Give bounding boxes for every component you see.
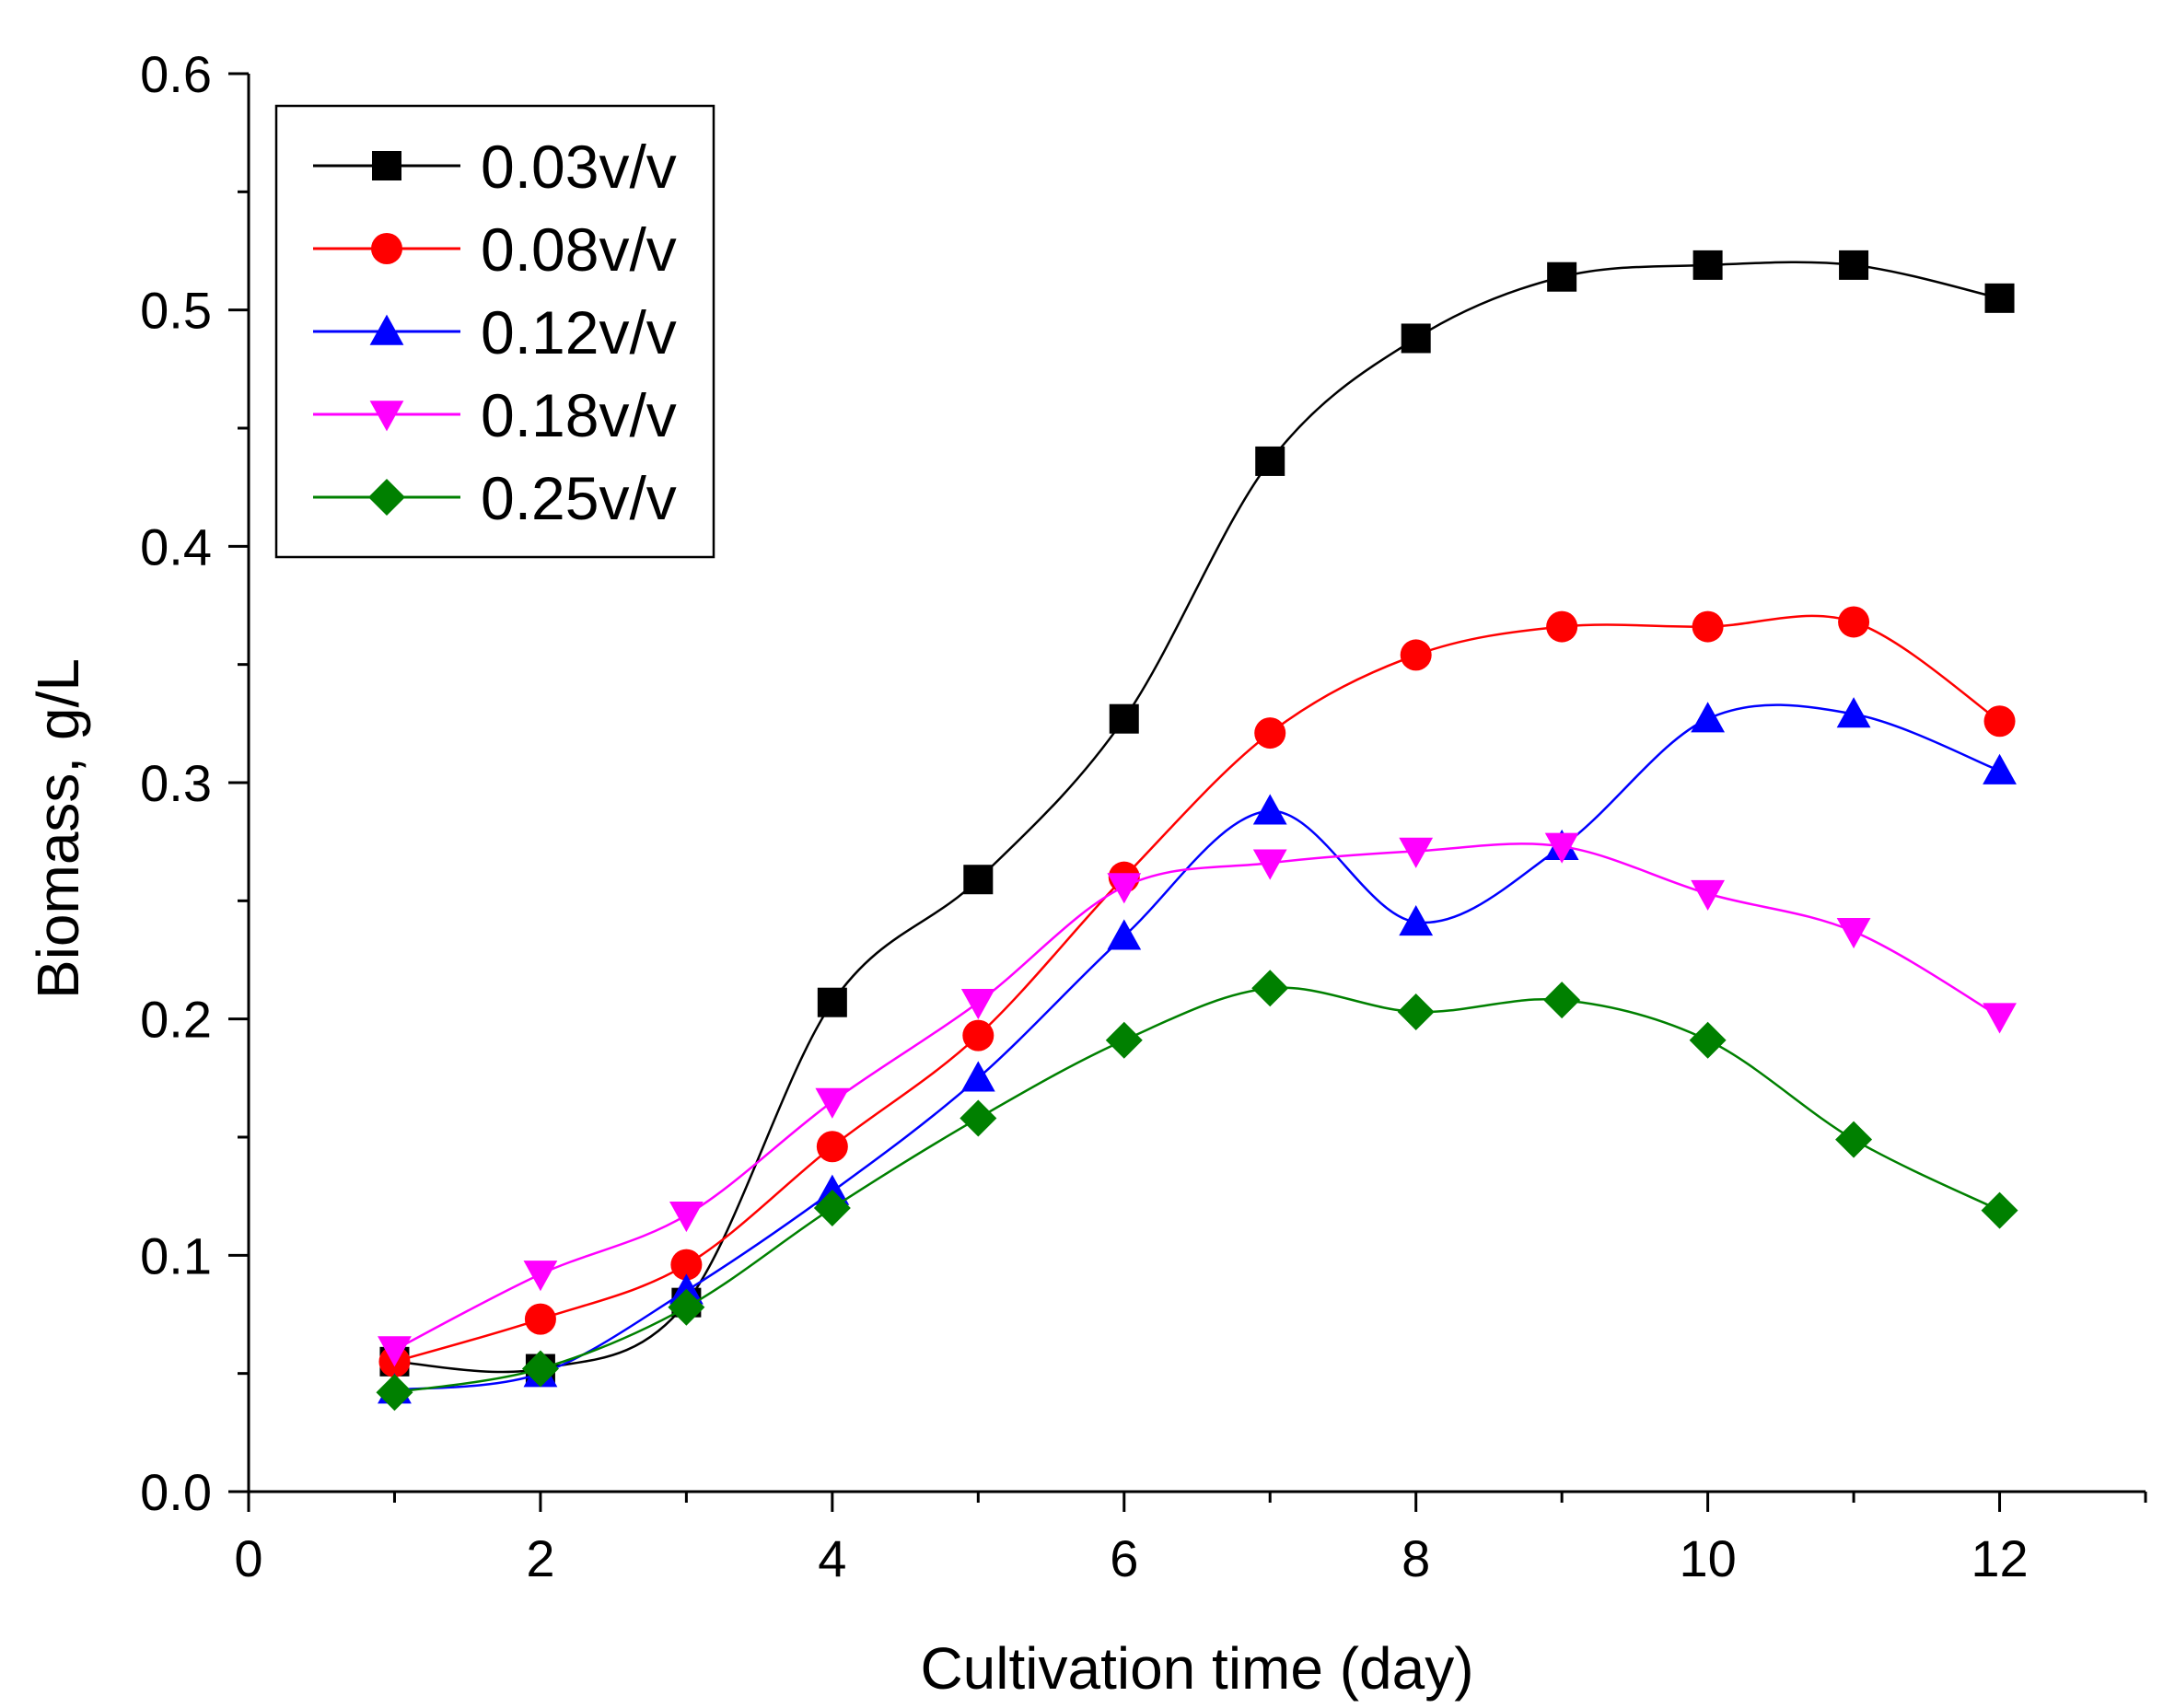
data-point — [1399, 837, 1434, 868]
data-point — [1983, 1003, 2017, 1034]
data-point — [1689, 1021, 1727, 1059]
data-point — [1984, 283, 2015, 313]
data-point — [1107, 873, 1142, 904]
data-point — [813, 1190, 851, 1226]
data-point — [1838, 606, 1870, 638]
legend-marker — [369, 314, 404, 345]
data-point — [1401, 323, 1431, 354]
data-point — [378, 1336, 412, 1367]
y-tick-label: 0.6 — [140, 45, 212, 103]
data-point — [1255, 446, 1285, 476]
legend: 0.03v/v 0.08v/v 0.12v/v 0.18v/v 0.25v/v — [274, 104, 715, 559]
legend-label: 0.03v/v — [481, 133, 677, 201]
data-point — [1546, 610, 1578, 643]
legend-item: 0.08v/v — [313, 215, 677, 284]
x-tick-label: 0 — [234, 1529, 262, 1587]
data-point — [960, 1099, 997, 1137]
data-point — [1544, 832, 1579, 864]
series-0.08v/v — [378, 606, 2016, 1377]
series-line — [393, 842, 2001, 1352]
data-point — [1547, 261, 1577, 292]
legend-marker — [369, 401, 404, 432]
data-point — [1839, 250, 1869, 280]
legend-label: 0.25v/v — [481, 464, 677, 532]
data-point — [668, 1288, 705, 1326]
data-point — [816, 1131, 848, 1163]
data-point — [521, 1350, 559, 1388]
y-tick-label: 0.4 — [140, 517, 212, 575]
data-point — [1251, 970, 1289, 1007]
data-point — [1397, 993, 1435, 1030]
data-point — [1692, 250, 1723, 280]
data-point — [1691, 879, 1726, 912]
legend-label: 0.18v/v — [481, 381, 677, 449]
legend-label: 0.08v/v — [481, 215, 677, 284]
series-0.18v/v — [378, 832, 2017, 1367]
y-tick-label: 0.1 — [140, 1226, 212, 1284]
legend-marker — [371, 233, 402, 264]
legend-item: 0.18v/v — [313, 381, 677, 449]
data-point — [962, 1019, 994, 1052]
data-point — [523, 1261, 558, 1292]
data-point — [1107, 919, 1142, 950]
legend-marker — [368, 479, 405, 516]
series-line — [394, 703, 2000, 1391]
data-point — [960, 988, 995, 1020]
data-point — [1400, 639, 1432, 671]
data-point — [1254, 717, 1286, 749]
data-point — [1836, 917, 1871, 949]
data-point — [1692, 610, 1724, 643]
y-tick-label: 0.0 — [140, 1463, 212, 1521]
data-point — [1691, 702, 1726, 733]
y-axis-title: Biomass, g/L — [25, 658, 91, 999]
legend-marker — [372, 151, 401, 180]
x-axis-title: Cultivation time (day) — [920, 1635, 1473, 1702]
data-point — [1983, 753, 2017, 784]
data-point — [1836, 697, 1871, 728]
data-point — [1983, 705, 2016, 738]
data-point — [817, 987, 847, 1017]
data-point — [376, 1374, 413, 1412]
x-tick-label: 10 — [1679, 1529, 1736, 1587]
data-point — [524, 1303, 556, 1335]
data-point — [1399, 905, 1434, 936]
y-tick-label: 0.3 — [140, 754, 212, 812]
data-point — [670, 1249, 703, 1281]
series-line — [394, 986, 2001, 1394]
data-point — [815, 1087, 850, 1119]
legend-label: 0.12v/v — [481, 298, 677, 366]
x-tick-label: 6 — [1110, 1529, 1138, 1587]
series-0.25v/v — [376, 970, 2018, 1412]
y-tick-label: 0.5 — [140, 282, 212, 340]
data-point — [1109, 703, 1139, 734]
data-point — [669, 1201, 704, 1233]
data-point — [1252, 849, 1287, 880]
x-tick-label: 12 — [1971, 1529, 2028, 1587]
data-point — [1105, 1021, 1143, 1059]
legend-item: 0.12v/v — [313, 298, 677, 366]
x-tick-label: 4 — [818, 1529, 846, 1587]
data-point — [1981, 1191, 2018, 1229]
data-point — [1543, 982, 1581, 1019]
data-point — [960, 1061, 995, 1092]
data-point — [1252, 794, 1287, 825]
x-tick-label: 2 — [526, 1529, 554, 1587]
series-line — [394, 614, 2001, 1364]
legend-item: 0.03v/v — [313, 133, 677, 201]
series-0.12v/v — [378, 697, 2017, 1404]
x-tick-label: 8 — [1402, 1529, 1430, 1587]
legend-item: 0.25v/v — [313, 464, 677, 532]
data-point — [1835, 1121, 1873, 1158]
data-point — [963, 865, 994, 895]
plot-series — [376, 250, 2018, 1412]
y-tick-label: 0.2 — [140, 991, 212, 1049]
axes: 0 2 4 6 8 10 12 0.0 0.1 0.2 0.3 0.4 0.5 0.6 — [140, 45, 2147, 1587]
